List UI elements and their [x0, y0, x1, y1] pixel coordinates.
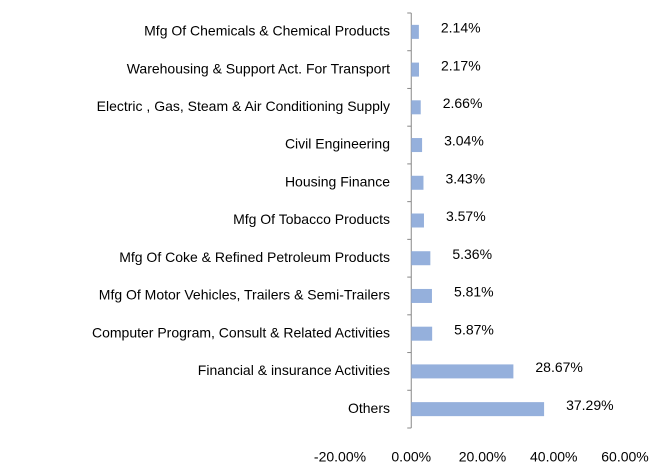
y-tick-label: Warehousing & Support Act. For Transport [127, 60, 390, 76]
value-label: 3.57% [446, 208, 486, 224]
bar [411, 100, 421, 115]
value-label: 2.66% [443, 95, 483, 111]
y-tick-label: Mfg Of Motor Vehicles, Trailers & Semi-T… [99, 287, 390, 303]
bar [411, 175, 424, 190]
bar [411, 24, 419, 39]
bar [411, 402, 545, 417]
y-tick-label: Mfg Of Coke & Refined Petroleum Products [119, 249, 390, 265]
value-label: 2.17% [441, 57, 481, 73]
value-label: 5.87% [454, 321, 494, 337]
bar [411, 213, 424, 228]
y-tick-label: Mfg Of Chemicals & Chemical Products [144, 23, 390, 39]
bar [411, 62, 419, 77]
y-tick-label: Others [348, 400, 390, 416]
bar [411, 251, 431, 266]
y-tick-label: Housing Finance [285, 173, 390, 189]
value-label: 3.04% [444, 133, 484, 149]
y-tick-label: Mfg Of Tobacco Products [233, 211, 390, 227]
bar [411, 326, 433, 341]
bar [411, 138, 423, 153]
x-tick-label: 20.00% [459, 449, 506, 465]
bar [411, 288, 432, 303]
y-tick-label: Civil Engineering [285, 136, 390, 152]
x-tick-label: 60.00% [601, 449, 648, 465]
y-tick-label: Electric , Gas, Steam & Air Conditioning… [97, 98, 390, 114]
value-label: 2.14% [441, 20, 481, 36]
x-tick-label: 40.00% [530, 449, 577, 465]
x-tick-label: 0.00% [391, 449, 431, 465]
value-label: 3.43% [445, 170, 485, 186]
value-label: 5.36% [452, 246, 492, 262]
value-label: 5.81% [454, 284, 494, 300]
bar [411, 364, 514, 379]
y-tick-label: Financial & insurance Activities [198, 362, 390, 378]
value-label: 28.67% [535, 359, 582, 375]
y-tick-label: Computer Program, Consult & Related Acti… [92, 324, 390, 340]
x-tick-label: -20.00% [314, 449, 366, 465]
value-label: 37.29% [566, 397, 613, 413]
